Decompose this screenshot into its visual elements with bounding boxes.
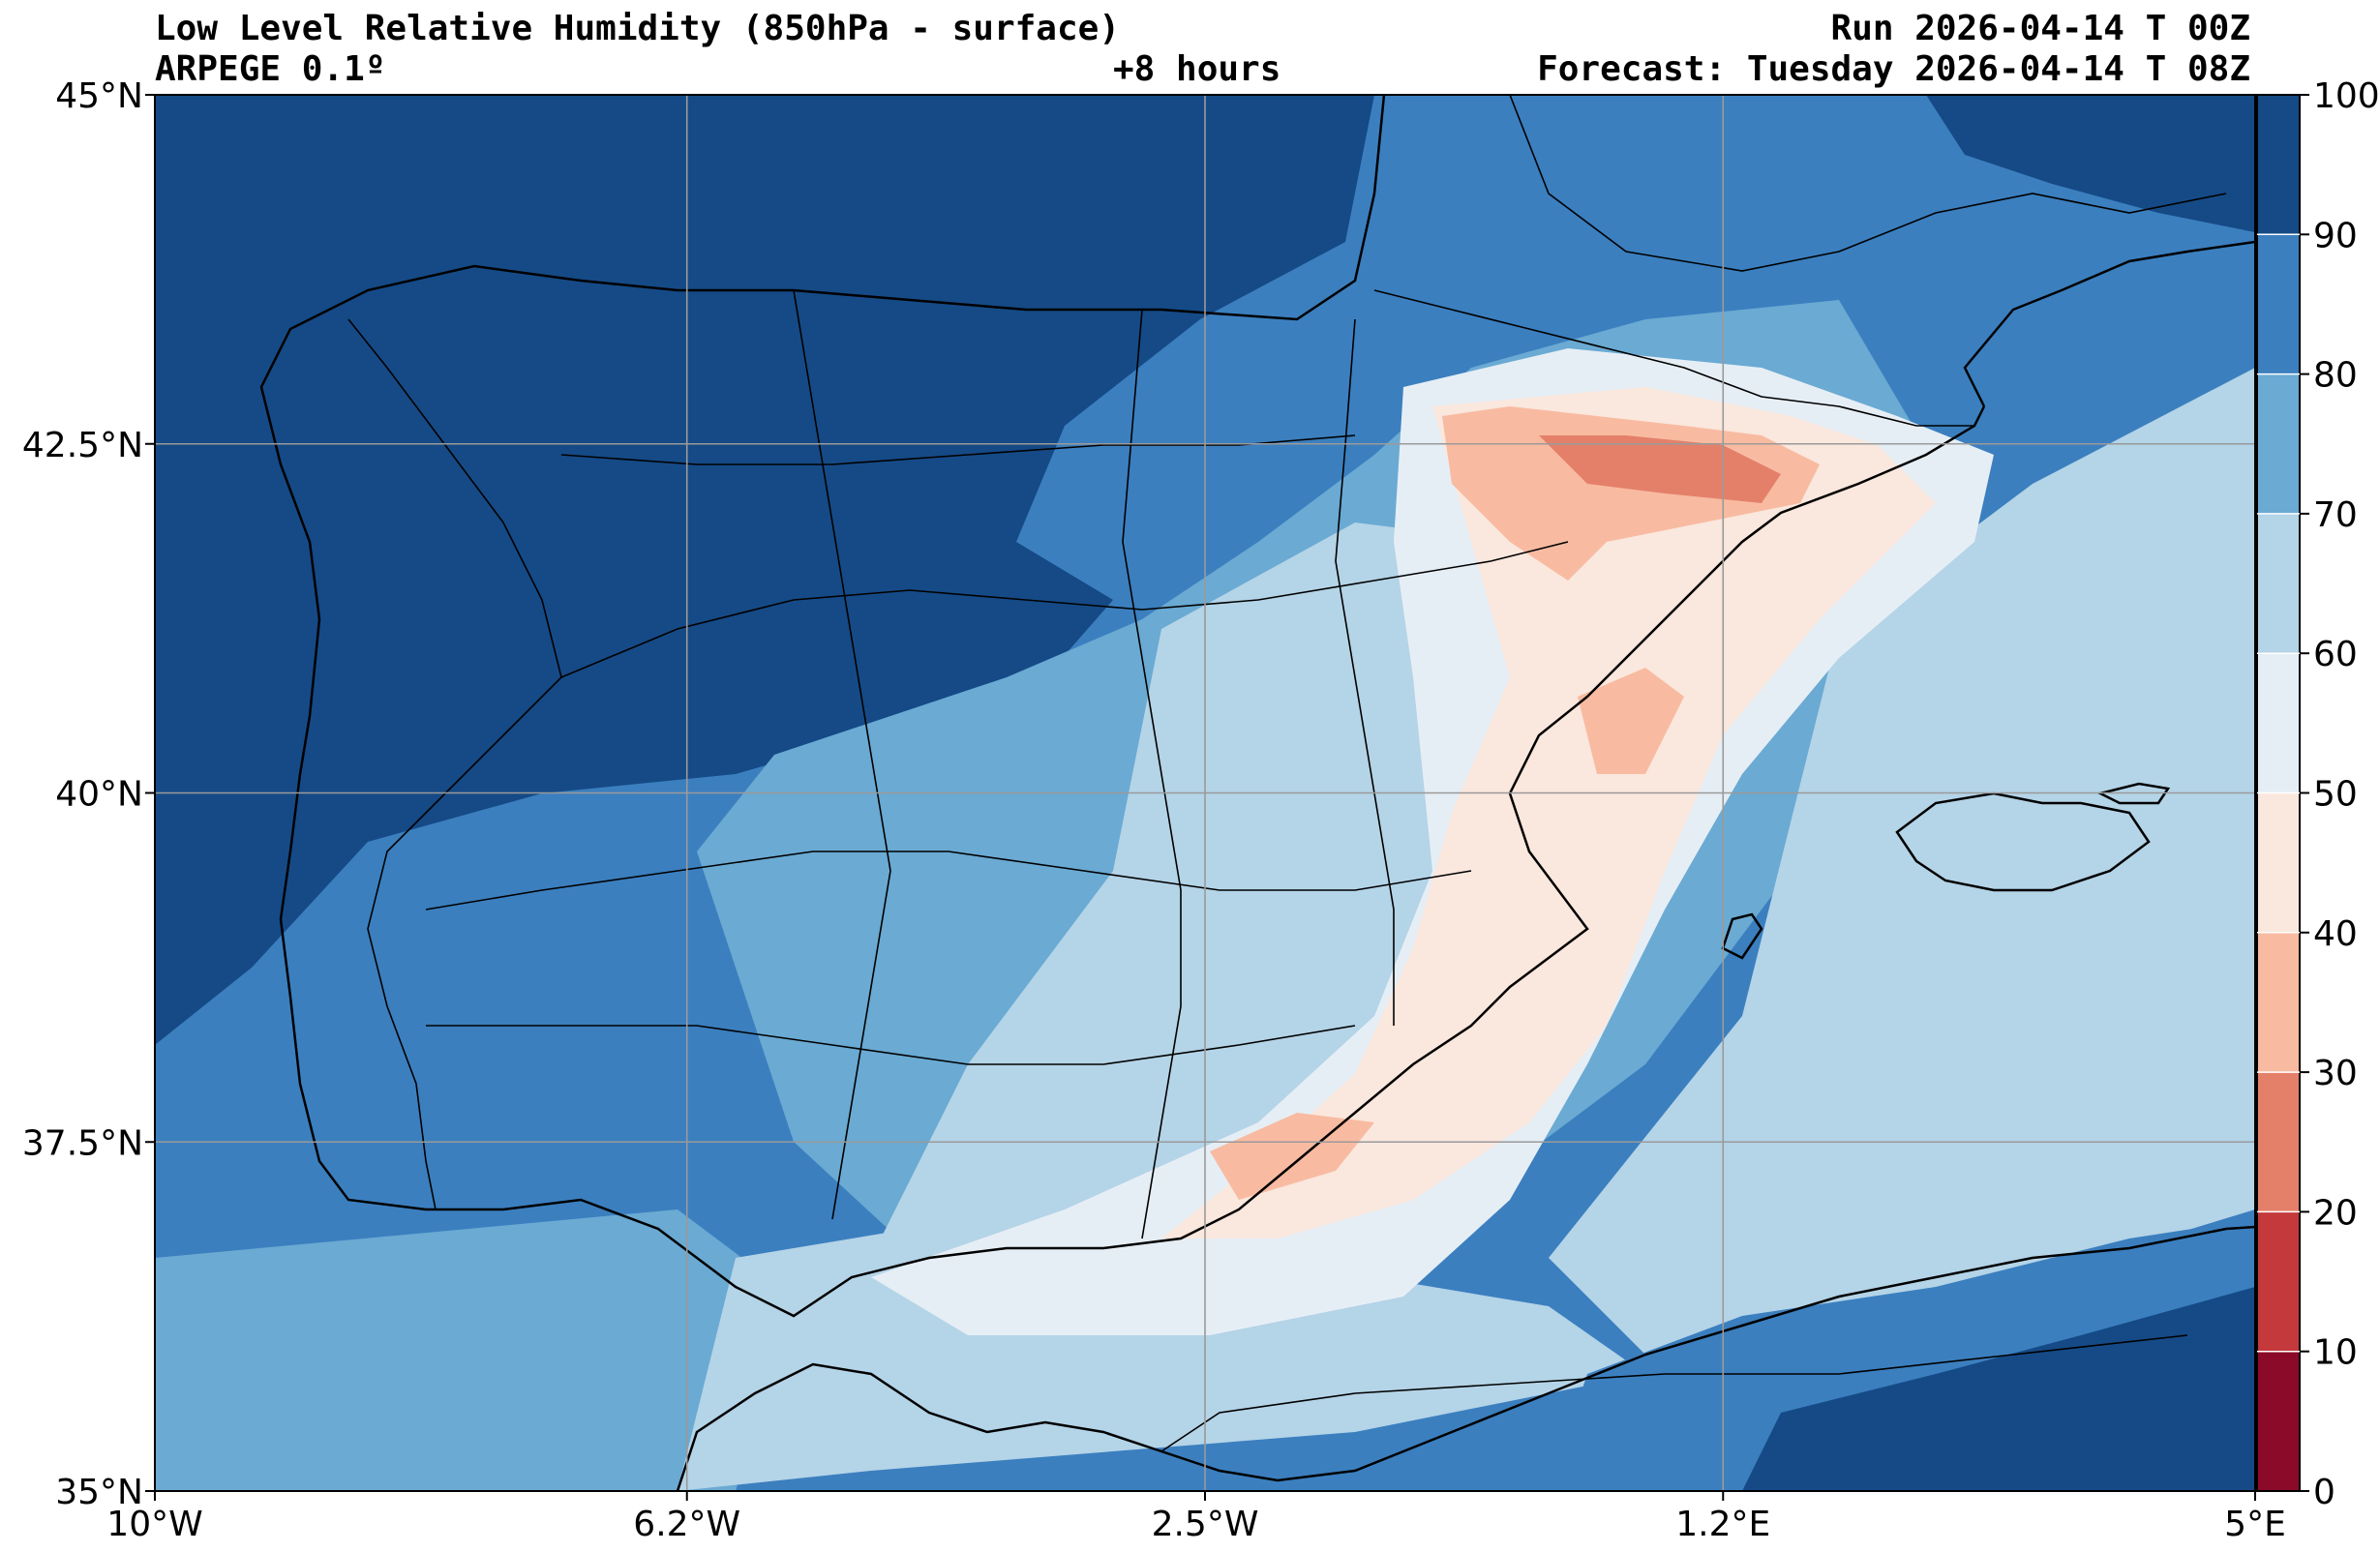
field-wet-northeast — [1926, 95, 2255, 232]
field-mid-east-sea — [1549, 368, 2255, 1355]
borders-interior-2 — [425, 851, 1472, 910]
borders-interior-1 — [560, 541, 1569, 678]
map-title: Low Level Relative Humidity (850hPa - su… — [155, 9, 1120, 48]
colorbar-segment — [2257, 792, 2300, 934]
lat-tick-label: 45°N — [55, 76, 143, 116]
colorbar-tick-label: 60 — [2313, 635, 2358, 674]
field-mid-southwest — [155, 1209, 794, 1491]
border-portugal — [347, 318, 562, 1210]
field-wet-atlantic — [155, 95, 1374, 1045]
lon-tick-label: 10°W — [106, 1505, 202, 1544]
lon-tick-label: 2.5°W — [1152, 1505, 1259, 1544]
colorbar-tick-label: 40 — [2313, 914, 2358, 954]
colorbar-tick-label: 30 — [2313, 1054, 2358, 1093]
lead-time: +8 hours — [1113, 49, 1281, 89]
colorbar-tick-label: 50 — [2313, 775, 2358, 815]
colorbar-tick-label: 70 — [2313, 495, 2358, 535]
borders-interior-3 — [793, 289, 891, 1220]
colorbar-segment — [2257, 932, 2300, 1073]
colorbar-tick-label: 80 — [2313, 356, 2358, 396]
colorbar-segment — [2257, 1072, 2300, 1212]
borders-interior-4 — [1122, 309, 1182, 1239]
colorbar-tick-label: 100 — [2313, 76, 2380, 116]
border-france-spain — [1373, 289, 1974, 427]
field-dry-south-spot — [1210, 1113, 1374, 1200]
field-wetter-africa — [1742, 1287, 2255, 1491]
colorbar-tick-label: 0 — [2313, 1473, 2335, 1512]
forecast-time: Forecast: Tuesday 2026-04-14 T 08Z — [1537, 49, 2250, 89]
colorbar: 0 10 20 30 40 50 60 70 80 90 100 — [2256, 76, 2380, 1512]
borders-france — [1509, 95, 2227, 272]
lon-tick-label: 5°E — [2224, 1505, 2286, 1544]
colorbar-tick-label: 20 — [2313, 1193, 2358, 1233]
colorbar-segment — [2257, 1351, 2300, 1492]
lat-tick-label: 40°N — [55, 775, 143, 815]
colorbar-segment — [2257, 1211, 2300, 1353]
lat-tick-label: 42.5°N — [22, 426, 143, 465]
field-dry-core — [1161, 387, 1936, 1239]
colorbar-segment — [2257, 234, 2300, 375]
longitude-ticks: 10°W 6.2°W 2.5°W 1.2°E 5°E — [106, 1491, 2286, 1544]
lon-tick-label: 6.2°W — [633, 1505, 740, 1544]
lat-tick-label: 35°N — [55, 1473, 143, 1512]
colorbar-segment — [2257, 653, 2300, 793]
colorbar-segment — [2257, 373, 2300, 515]
lon-tick-label: 1.2°E — [1675, 1505, 1770, 1544]
colorbar-segment — [2257, 513, 2300, 654]
model-name: ARPEGE 0.1º — [155, 49, 386, 89]
borders-interior-5 — [1335, 318, 1395, 1026]
coastline-ibiza — [1721, 912, 1763, 960]
latitude-ticks: 45°N 42.5°N 40°N 37.5°N 35°N — [22, 76, 155, 1512]
region-borders — [347, 95, 2227, 1452]
borders-africa — [1160, 1334, 2188, 1452]
coastline-menorca — [2096, 782, 2171, 805]
colorbar-tick-label: 10 — [2313, 1333, 2358, 1373]
colorbar-segment — [2257, 95, 2300, 235]
coastline-france — [1963, 240, 2255, 407]
lat-tick-label: 37.5°N — [22, 1123, 143, 1163]
colorbar-tick-label: 90 — [2313, 216, 2358, 255]
run-time: Run 2026-04-14 T 00Z — [1830, 9, 2250, 48]
borders-interior-7 — [560, 434, 1356, 465]
coastline-iberia — [259, 95, 1986, 1318]
field-dry-ebro-core — [1539, 435, 1781, 503]
coastline-africa — [676, 1225, 2255, 1491]
field-dry-valencia — [1578, 668, 1684, 774]
borders-interior-6 — [426, 1025, 1356, 1065]
